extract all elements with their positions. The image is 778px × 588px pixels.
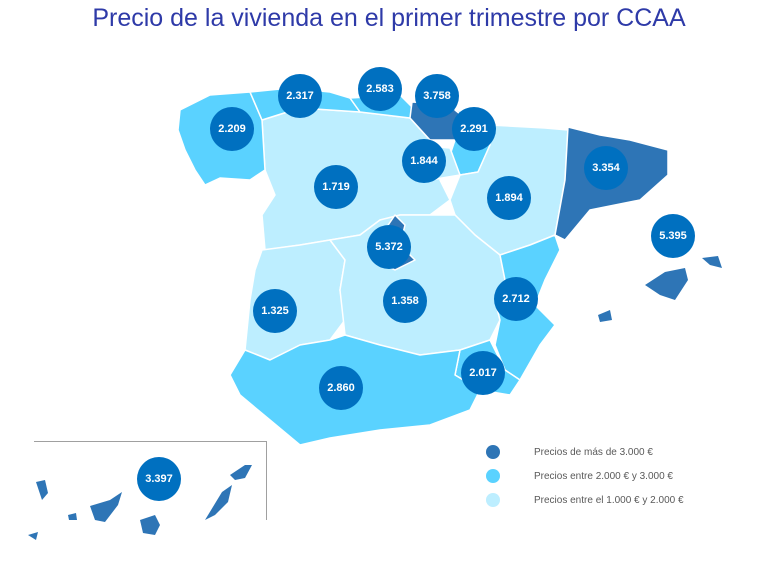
value-bubble-c-valenciana: 2.712 (494, 277, 538, 321)
value-bubble-galicia: 2.209 (210, 107, 254, 151)
value-bubble-asturias: 2.317 (278, 74, 322, 118)
value-bubble-canarias: 3.397 (137, 457, 181, 501)
legend-item-mid: Precios entre 2.000 € y 3.000 € (486, 464, 684, 488)
value-bubble-cantabria: 2.583 (358, 67, 402, 111)
value-bubble-navarra: 2.291 (452, 107, 496, 151)
region-baleares[interactable] (598, 256, 722, 322)
value-bubble-castilla-y-leon: 1.719 (314, 165, 358, 209)
value-bubble-andalucia: 2.860 (319, 366, 363, 410)
value-bubble-castilla-la-mancha: 1.358 (383, 279, 427, 323)
value-bubble-madrid: 5.372 (367, 225, 411, 269)
canarias-inset-frame (34, 441, 267, 520)
value-bubble-extremadura: 1.325 (253, 289, 297, 333)
value-bubble-la-rioja: 1.844 (402, 139, 446, 183)
legend-dot-high (486, 445, 500, 459)
value-bubble-cataluna: 3.354 (584, 146, 628, 190)
legend-item-low: Precios entre el 1.000 € y 2.000 € (486, 488, 684, 512)
legend-dot-low (486, 493, 500, 507)
chart-title: Precio de la vivienda en el primer trime… (92, 4, 686, 32)
region-canarias[interactable] (28, 465, 252, 540)
legend-label-mid: Precios entre 2.000 € y 3.000 € (534, 470, 673, 482)
legend-dot-mid (486, 469, 500, 483)
legend: Precios de más de 3.000 € Precios entre … (486, 440, 684, 512)
value-bubble-baleares: 5.395 (651, 214, 695, 258)
value-bubble-pais-vasco: 3.758 (415, 74, 459, 118)
legend-item-high: Precios de más de 3.000 € (486, 440, 684, 464)
value-bubble-murcia: 2.017 (461, 351, 505, 395)
value-bubble-aragon: 1.894 (487, 176, 531, 220)
legend-label-low: Precios entre el 1.000 € y 2.000 € (534, 494, 684, 506)
legend-label-high: Precios de más de 3.000 € (534, 446, 653, 458)
